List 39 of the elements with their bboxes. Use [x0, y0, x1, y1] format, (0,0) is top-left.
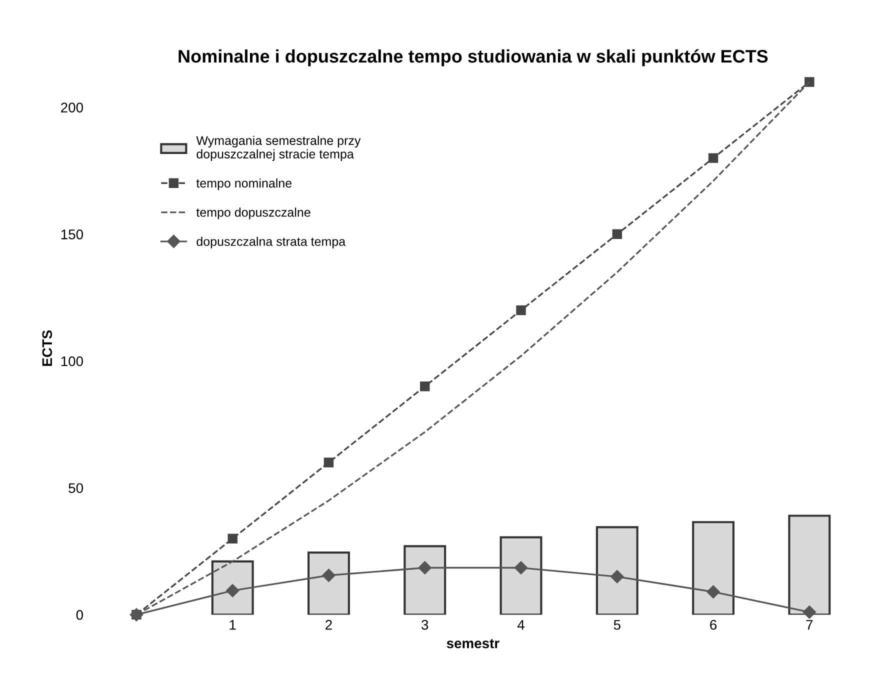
- y-tick-label: 0: [76, 610, 83, 620]
- chart-title: Nominalne i dopuszczalne tempo studiowania w skali punktów ECTS: [178, 49, 768, 66]
- point: [324, 458, 334, 468]
- x-tick-label: 1: [230, 620, 236, 630]
- x-tick-label: 4: [517, 620, 524, 630]
- point: [610, 570, 624, 584]
- point: [322, 568, 336, 582]
- legend-label: Wymagania semestralne przy dopuszczalnej stracie tempa: [196, 136, 361, 161]
- point: [420, 382, 430, 392]
- point: [228, 534, 238, 544]
- bar: [596, 526, 638, 615]
- bar: [211, 560, 254, 615]
- y-tick-label: 200: [61, 102, 83, 112]
- bar: [788, 514, 831, 615]
- point: [514, 561, 528, 574]
- bar: [500, 536, 542, 615]
- point: [226, 584, 240, 598]
- point: [516, 305, 526, 316]
- point: [708, 153, 718, 163]
- x-tick-label: 5: [614, 620, 620, 630]
- x-axis-title: semestr: [446, 639, 500, 648]
- y-axis-title: ECTS: [42, 330, 52, 366]
- bar: [692, 521, 735, 615]
- y-tick-label: 50: [68, 483, 83, 494]
- bar: [308, 552, 350, 615]
- x-tick-label: 6: [710, 620, 717, 630]
- x-tick-label: 3: [422, 620, 428, 630]
- point: [706, 585, 720, 598]
- legend-label: tempo dopuszczalne: [196, 208, 310, 220]
- x-tick-label: 2: [326, 620, 332, 630]
- legend-label: dopuszczalna strata tempa: [196, 236, 346, 248]
- x-tick-label: 7: [806, 620, 813, 630]
- y-tick-label: 100: [61, 356, 83, 366]
- point: [612, 229, 622, 240]
- point: [418, 561, 432, 574]
- legend-label: tempo nominalne: [196, 178, 292, 190]
- bar: [404, 545, 446, 615]
- y-tick-label: 150: [61, 230, 83, 240]
- point: [802, 606, 816, 619]
